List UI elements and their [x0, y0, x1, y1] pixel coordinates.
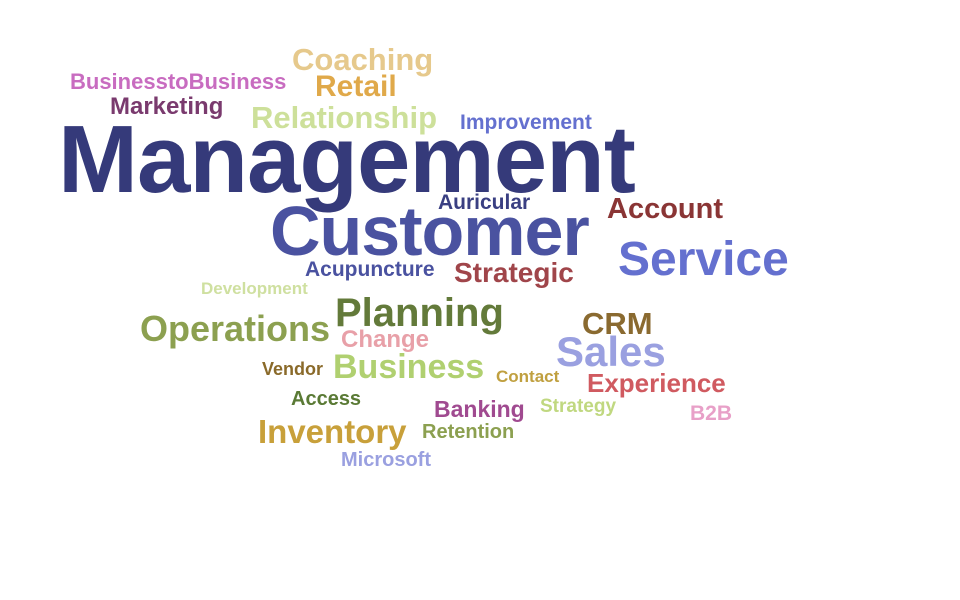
word-banking: Banking — [434, 396, 525, 422]
word-business: Business — [333, 348, 485, 386]
word-b2b: B2B — [690, 402, 733, 425]
word-operations: Operations — [140, 308, 331, 349]
word-crm: CRM — [582, 306, 653, 341]
word-coaching: Coaching — [292, 42, 434, 77]
word-planning: Planning — [335, 291, 504, 335]
word-service: Service — [618, 233, 789, 286]
word-account: Account — [607, 193, 723, 225]
word-change: Change — [341, 326, 430, 353]
word-experience: Experience — [587, 368, 726, 398]
word-microsoft: Microsoft — [341, 449, 431, 471]
word-strategy: Strategy — [540, 396, 617, 417]
word-access: Access — [291, 388, 362, 410]
word-retail: Retail — [315, 70, 397, 103]
word-development: Development — [201, 279, 308, 298]
word-vendor: Vendor — [262, 359, 324, 379]
word-customer: Customer — [270, 192, 590, 270]
word-strategic: Strategic — [454, 257, 574, 288]
word-auricular: Auricular — [438, 191, 531, 214]
word-contact: Contact — [496, 367, 560, 386]
word-marketing: Marketing — [110, 93, 224, 120]
word-acupuncture: Acupuncture — [305, 258, 435, 281]
word-inventory: Inventory — [258, 413, 407, 450]
word-management: Management — [58, 106, 636, 213]
word-b2b-long: BusinesstoBusiness — [70, 69, 287, 94]
word-relationship: Relationship — [251, 100, 438, 135]
word-retention: Retention — [422, 421, 515, 443]
word-sales: Sales — [556, 328, 666, 375]
word-improvement: Improvement — [460, 111, 592, 134]
